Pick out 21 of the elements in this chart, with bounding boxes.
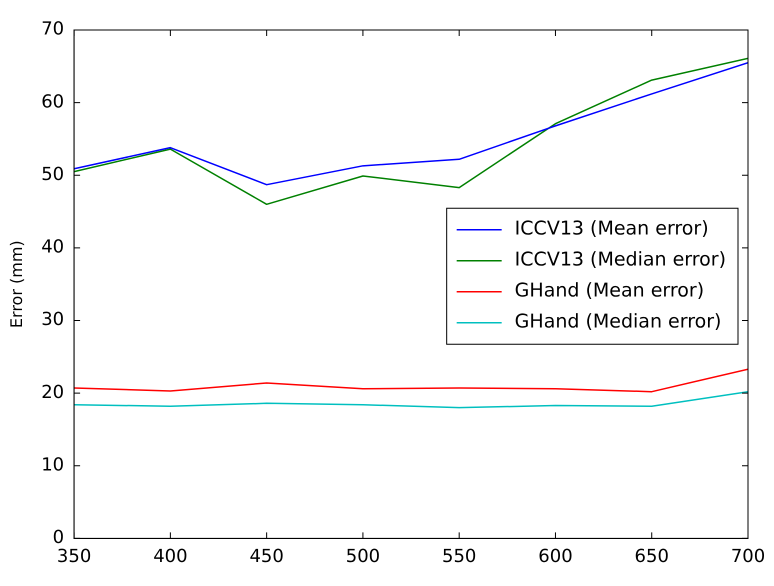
legend-label: ICCV13 (Median error)	[514, 248, 726, 271]
x-tick-label: 700	[730, 546, 766, 567]
legend-label: GHand (Mean error)	[514, 280, 704, 302]
y-tick-label: 0	[52, 527, 64, 548]
y-tick-label: 50	[41, 164, 64, 185]
x-tick-label: 550	[442, 546, 476, 567]
y-axis-title: Error (mm)	[6, 240, 26, 328]
x-tick-label: 500	[346, 546, 380, 567]
legend-label: GHand (Median error)	[514, 310, 722, 333]
x-tick-label: 450	[249, 546, 284, 567]
y-tick-label: 10	[41, 454, 64, 476]
y-tick-label: 70	[41, 18, 64, 40]
x-tick-label: 600	[538, 546, 573, 567]
x-tick-label: 650	[634, 546, 669, 567]
y-tick-label: 60	[41, 91, 64, 112]
y-tick-label: 30	[41, 309, 64, 330]
x-tick-label: 350	[56, 546, 92, 567]
legend-label: ICCV13 (Mean error)	[514, 218, 709, 240]
x-tick-label: 400	[153, 546, 188, 567]
y-tick-label: 20	[41, 382, 64, 403]
y-tick-label: 40	[41, 236, 64, 258]
